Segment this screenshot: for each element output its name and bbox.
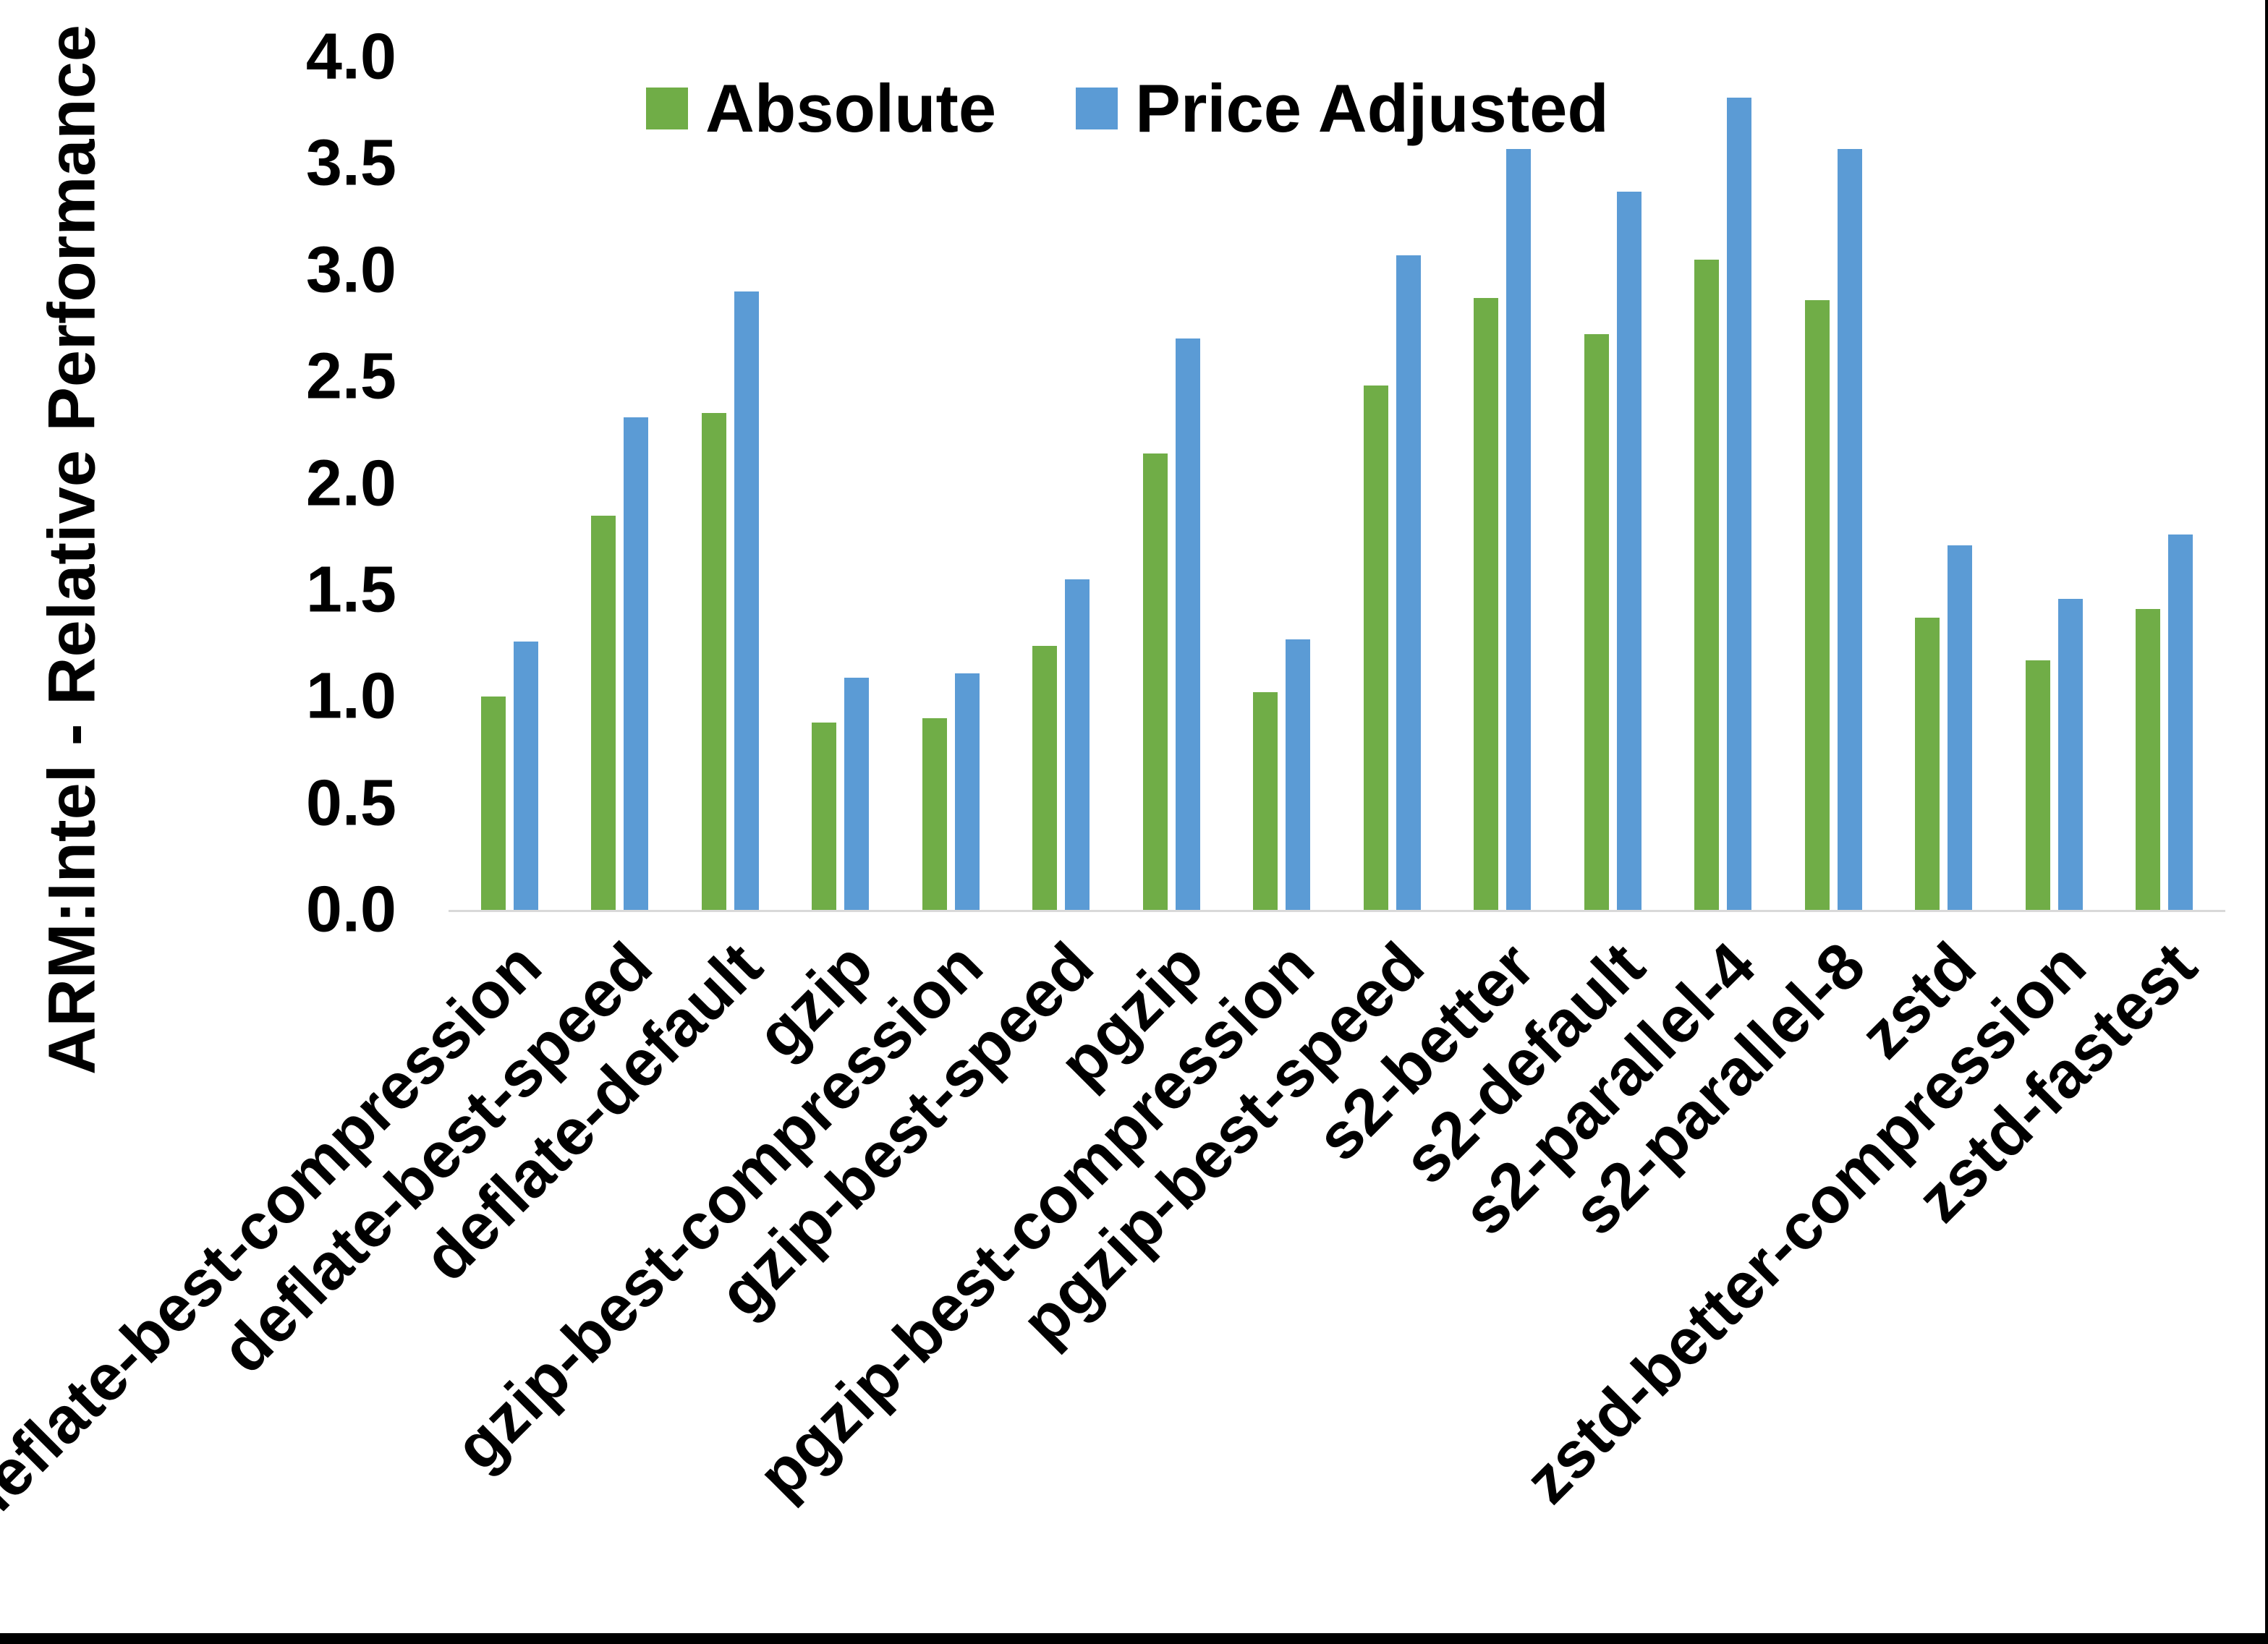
bar-group-s2-parallel-4 <box>1668 57 1779 910</box>
bar-price-adjusted-s2-parallel-4 <box>1727 98 1752 910</box>
bar-group-gzip <box>786 57 896 910</box>
bar-group-s2-default <box>1558 57 1668 910</box>
bar-price-adjusted-deflate-default <box>734 291 759 910</box>
y-tick-3.5: 3.5 <box>305 127 396 200</box>
y-tick-2.0: 2.0 <box>305 447 396 519</box>
bar-absolute-s2-parallel-4 <box>1694 260 1720 910</box>
bar-absolute-deflate-best-compression <box>480 697 506 910</box>
bar-price-adjusted-zstd-better-compression <box>2057 598 2083 910</box>
bar-absolute-s2-default <box>1584 334 1609 910</box>
bar-absolute-deflate-best-speed <box>591 515 616 910</box>
bar-price-adjusted-s2-better <box>1506 148 1532 910</box>
bar-price-adjusted-gzip-best-compression <box>954 673 980 910</box>
bar-group-zstd <box>1889 57 2000 910</box>
legend-swatch-price-adjusted <box>1076 88 1118 129</box>
legend-item-price-adjusted: Price Adjusted <box>1076 69 1609 148</box>
bar-group-s2-better <box>1448 57 1558 910</box>
bar-group-zstd-fastest <box>2110 57 2220 910</box>
y-axis-ticks: 4.0 3.5 3.0 2.5 2.0 1.5 1.0 0.5 0.0 <box>0 0 396 1013</box>
y-tick-2.5: 2.5 <box>305 340 396 413</box>
bar-absolute-pgzip-best-compression <box>1253 692 1278 910</box>
bar-group-s2-parallel-8 <box>1778 57 1889 910</box>
bar-group-deflate-best-compression <box>454 57 565 910</box>
bar-absolute-pgzip <box>1142 453 1168 910</box>
bar-group-pgzip-best-compression <box>1227 57 1338 910</box>
bar-group-gzip-best-compression <box>896 57 1006 910</box>
screenshot-bottom-edge <box>0 1633 2268 1644</box>
legend-label-price-adjusted: Price Adjusted <box>1135 70 1609 146</box>
bar-price-adjusted-zstd <box>1948 545 1973 910</box>
y-tick-3.0: 3.0 <box>305 234 396 307</box>
legend-swatch-absolute <box>646 88 688 129</box>
bar-price-adjusted-pgzip-best-compression <box>1286 639 1311 910</box>
y-tick-1.0: 1.0 <box>305 660 396 733</box>
bar-price-adjusted-pgzip-best-speed <box>1396 255 1421 910</box>
bar-price-adjusted-gzip <box>844 677 870 910</box>
bar-absolute-pgzip-best-speed <box>1363 385 1388 910</box>
screenshot-right-edge <box>2265 0 2268 1644</box>
bar-absolute-gzip-best-compression <box>922 717 947 910</box>
legend-item-absolute: Absolute <box>646 69 996 148</box>
bar-price-adjusted-deflate-best-compression <box>513 641 538 910</box>
bar-group-deflate-best-speed <box>565 57 676 910</box>
bar-absolute-s2-parallel-8 <box>1804 300 1830 910</box>
y-tick-0.5: 0.5 <box>305 767 396 840</box>
bar-price-adjusted-gzip-best-speed <box>1065 579 1090 910</box>
bar-absolute-s2-better <box>1474 298 1499 910</box>
bar-absolute-gzip-best-speed <box>1032 645 1058 910</box>
bar-price-adjusted-s2-default <box>1616 191 1641 910</box>
bar-group-pgzip <box>1116 57 1227 910</box>
x-axis-line <box>449 910 2225 912</box>
bar-group-pgzip-best-speed <box>1337 57 1448 910</box>
bar-absolute-zstd-better-compression <box>2025 660 2050 910</box>
bar-absolute-zstd <box>1915 618 1940 910</box>
legend: Absolute Price Adjusted <box>646 69 1609 148</box>
bar-absolute-deflate-default <box>701 413 726 910</box>
y-tick-4.0: 4.0 <box>305 20 396 93</box>
plot-area <box>454 57 2220 910</box>
y-tick-1.5: 1.5 <box>305 553 396 626</box>
bar-group-zstd-better-compression <box>1999 57 2110 910</box>
bar-group-deflate-default <box>675 57 786 910</box>
bar-absolute-gzip <box>812 722 837 910</box>
bar-price-adjusted-zstd-fastest <box>2168 534 2193 910</box>
y-tick-0.0: 0.0 <box>305 873 396 946</box>
bar-group-gzip-best-speed <box>1006 57 1117 910</box>
bar-absolute-zstd-fastest <box>2136 609 2161 910</box>
bar-price-adjusted-s2-parallel-8 <box>1837 148 1862 910</box>
bar-price-adjusted-deflate-best-speed <box>624 417 649 910</box>
bar-price-adjusted-pgzip <box>1175 338 1200 910</box>
legend-label-absolute: Absolute <box>705 70 997 146</box>
